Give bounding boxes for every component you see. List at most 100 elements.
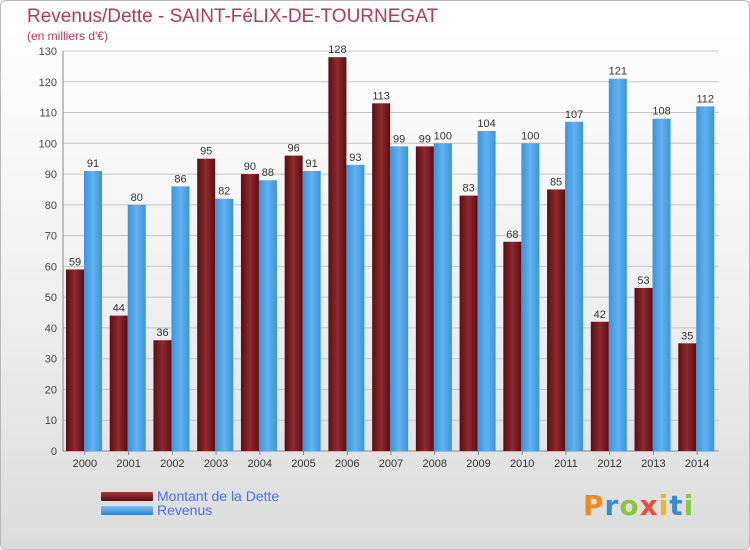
x-tick-label: 2000 — [73, 458, 97, 470]
legend-label-revenus: Revenus — [157, 502, 213, 518]
bar-revenus — [84, 171, 102, 451]
data-label-revenus: 107 — [565, 109, 583, 121]
bar-dette — [547, 189, 566, 451]
y-tick-label: 10 — [45, 415, 57, 427]
y-tick-label: 90 — [45, 169, 57, 181]
x-tick-label: 2005 — [291, 458, 315, 470]
y-tick-label: 0 — [51, 446, 57, 458]
bar-dette — [109, 315, 128, 451]
bar-revenus — [652, 118, 671, 451]
legend-item-revenus: Revenus — [101, 502, 213, 518]
data-label-revenus: 91 — [87, 158, 99, 170]
data-label-dette: 113 — [372, 90, 390, 102]
data-label-revenus: 93 — [349, 152, 361, 164]
x-tick-label: 2010 — [510, 458, 534, 470]
bar-revenus — [346, 164, 365, 451]
bar-dette — [503, 241, 522, 451]
data-label-revenus: 100 — [434, 130, 452, 142]
data-label-revenus: 104 — [477, 118, 495, 130]
data-label-dette: 83 — [462, 183, 474, 195]
bar-dette — [66, 269, 84, 451]
bar-revenus — [521, 143, 540, 452]
x-tick-label: 2004 — [248, 458, 272, 470]
bar-revenus — [215, 198, 234, 451]
bar-revenus — [696, 106, 715, 451]
x-tick-label: 2012 — [597, 458, 621, 470]
y-tick-label: 130 — [39, 46, 57, 58]
y-tick-label: 20 — [45, 384, 57, 396]
y-tick-label: 100 — [39, 138, 57, 150]
x-tick-label: 2007 — [379, 458, 403, 470]
data-label-dette: 53 — [637, 275, 649, 287]
data-label-revenus: 108 — [652, 106, 670, 118]
x-tick-label: 2008 — [422, 458, 446, 470]
bar-dette — [372, 103, 391, 452]
bar-dette — [240, 174, 259, 452]
bar-dette — [678, 343, 697, 451]
bar-dette — [459, 195, 478, 451]
bar-revenus — [565, 121, 584, 452]
bar-dette — [153, 340, 172, 451]
y-tick-label: 30 — [45, 354, 57, 366]
bar-revenus — [477, 131, 496, 451]
legend-label-dette: Montant de la Dette — [157, 488, 280, 504]
data-label-dette: 99 — [419, 133, 431, 145]
bar-revenus — [171, 186, 190, 451]
legend-item-dette: Montant de la Dette — [101, 488, 280, 504]
chart-subtitle: (en milliers d'€) — [27, 29, 108, 43]
data-label-dette: 42 — [594, 309, 606, 321]
bar-revenus — [127, 204, 146, 451]
legend-swatch-revenus — [101, 505, 153, 515]
data-label-revenus: 99 — [393, 133, 405, 145]
data-label-dette: 35 — [681, 330, 693, 342]
bar-revenus — [433, 143, 452, 452]
data-label-dette: 128 — [328, 44, 346, 56]
data-label-dette: 36 — [156, 327, 168, 339]
bar-dette — [590, 321, 609, 451]
bar-dette — [328, 57, 347, 452]
data-label-revenus: 91 — [306, 158, 318, 170]
bar-dette — [415, 146, 434, 451]
data-label-revenus: 86 — [174, 173, 186, 185]
data-label-revenus: 88 — [262, 167, 274, 179]
x-tick-label: 2002 — [160, 458, 184, 470]
proxiti-logo: Proxiti — [583, 489, 695, 522]
bar-revenus — [390, 146, 409, 451]
data-label-dette: 44 — [113, 303, 125, 315]
x-tick-label: 2013 — [641, 458, 665, 470]
y-tick-label: 120 — [39, 77, 57, 89]
data-label-revenus: 100 — [521, 130, 539, 142]
bar-revenus — [258, 180, 277, 451]
data-label-revenus: 112 — [696, 93, 714, 105]
bar-revenus — [302, 171, 321, 451]
chart-title: Revenus/Dette - SAINT-FéLIX-DE-TOURNEGAT — [27, 6, 439, 27]
bar-revenus — [608, 78, 627, 451]
x-tick-label: 2009 — [466, 458, 490, 470]
legend-swatch-dette — [101, 491, 153, 501]
y-tick-label: 40 — [45, 323, 57, 335]
x-tick-label: 2003 — [204, 458, 228, 470]
data-label-dette: 68 — [506, 229, 518, 241]
bar-dette — [634, 287, 653, 451]
bar-dette — [197, 158, 216, 451]
data-label-revenus: 80 — [131, 192, 143, 204]
data-label-dette: 95 — [200, 146, 212, 158]
data-label-dette: 90 — [244, 161, 256, 173]
x-tick-label: 2006 — [335, 458, 359, 470]
data-label-revenus: 82 — [218, 186, 230, 198]
data-label-revenus: 121 — [609, 66, 627, 78]
bar-dette — [284, 155, 303, 451]
y-tick-label: 50 — [45, 292, 57, 304]
x-tick-label: 2011 — [554, 458, 578, 470]
y-tick-label: 110 — [39, 108, 57, 120]
x-tick-label: 2014 — [685, 458, 709, 470]
y-tick-label: 80 — [45, 200, 57, 212]
data-label-dette: 96 — [288, 143, 300, 155]
y-tick-label: 70 — [45, 231, 57, 243]
data-label-dette: 85 — [550, 176, 562, 188]
x-tick-label: 2001 — [116, 458, 140, 470]
y-tick-label: 60 — [45, 261, 57, 273]
data-label-dette: 59 — [69, 256, 81, 268]
